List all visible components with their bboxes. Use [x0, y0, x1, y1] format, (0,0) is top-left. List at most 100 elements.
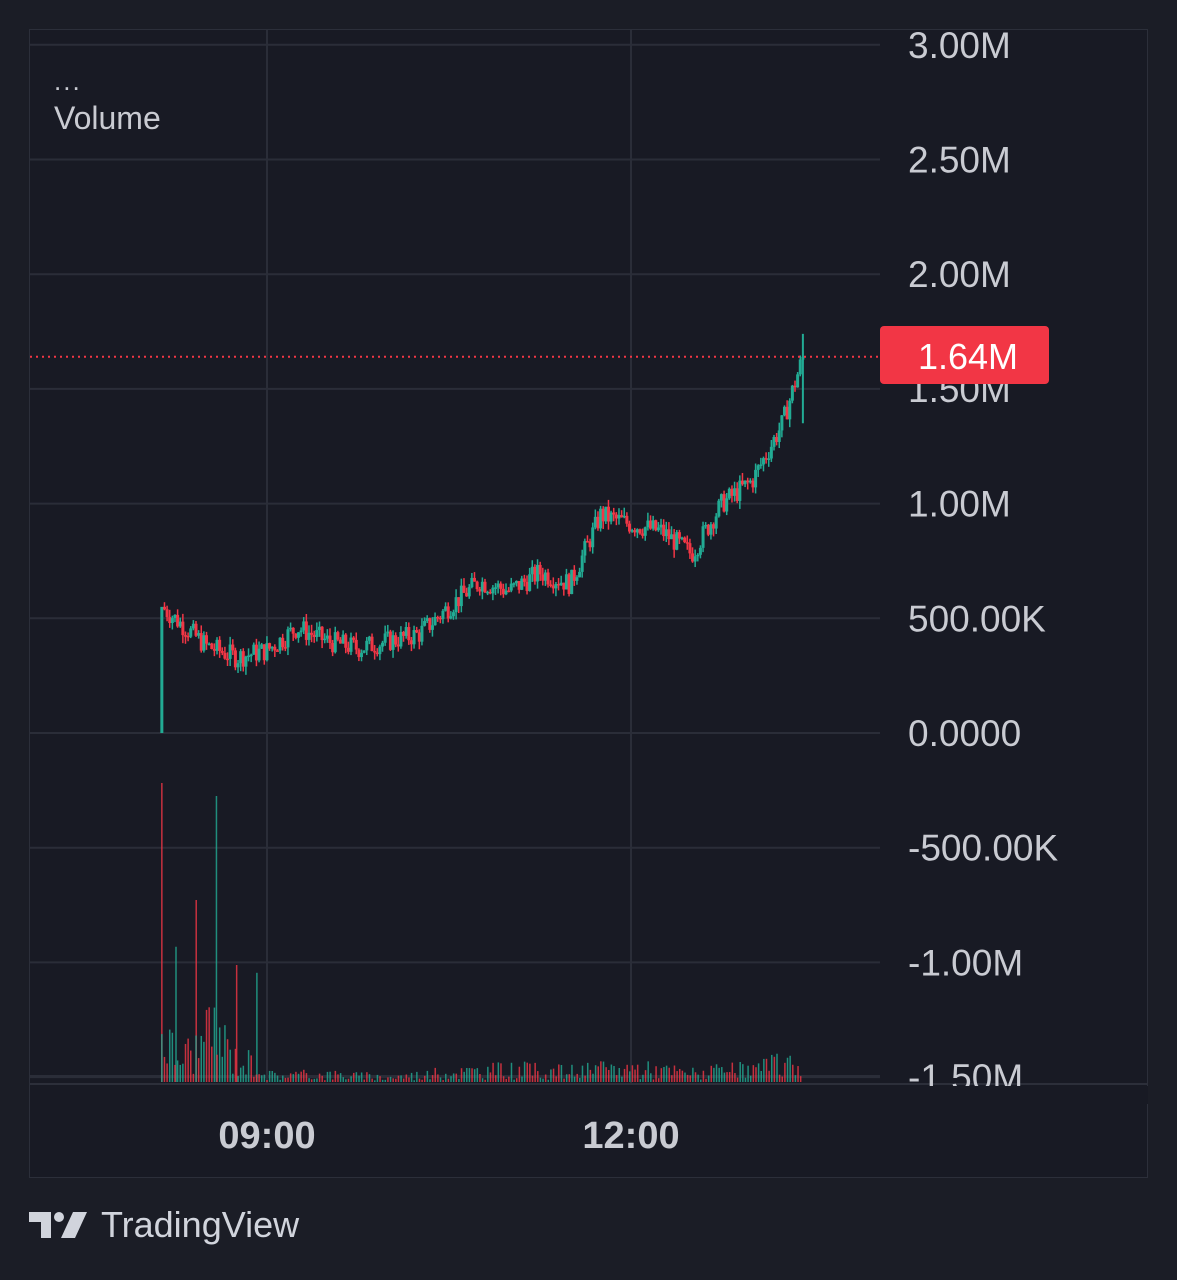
candle-body [304, 621, 308, 640]
candle-body [386, 631, 390, 634]
candle-body [444, 606, 448, 611]
candle-body [168, 617, 172, 624]
candle-body [396, 644, 400, 647]
candle-body [404, 627, 408, 636]
candle-body [341, 634, 345, 644]
candle-body [257, 648, 261, 661]
candle-body [320, 626, 324, 641]
candle-body [173, 614, 177, 619]
candle-body [754, 469, 758, 488]
candle-body [578, 571, 582, 578]
x-axis[interactable]: 09:00 12:00 [218, 1115, 679, 1157]
candle-body [649, 520, 653, 529]
candle-body [712, 524, 716, 529]
grid-lines [30, 30, 1148, 1085]
candle-body [388, 631, 392, 650]
candle-body [630, 530, 634, 532]
candle-body [633, 530, 637, 533]
candle-body [260, 644, 264, 649]
candle-body [423, 620, 427, 626]
candle-body [354, 639, 358, 650]
y-axis-tick-label: 1.00M [908, 484, 1011, 525]
candle-body [194, 623, 198, 636]
candle-body [709, 524, 713, 535]
candle-body [672, 534, 676, 550]
candle-body [299, 630, 303, 633]
candle-body [617, 515, 621, 519]
tradingview-branding[interactable]: TradingView [29, 1204, 299, 1246]
candle-body [357, 649, 361, 658]
candle-body [693, 556, 697, 562]
candle-body [349, 637, 353, 652]
candle-body [333, 632, 337, 653]
candle-body [436, 616, 440, 619]
candle-body [328, 635, 332, 643]
candle-body [375, 652, 379, 655]
y-axis-tick-label: 2.50M [908, 140, 1011, 181]
candle-body [651, 520, 655, 529]
candle-body [402, 631, 406, 636]
candle-body [706, 524, 710, 535]
candle-body [478, 589, 482, 592]
candle-body [454, 597, 458, 613]
candle-body [604, 506, 608, 522]
price-label-background [880, 326, 1049, 384]
candle-body [525, 581, 529, 591]
candle-body [662, 524, 666, 537]
candle-body [554, 583, 558, 589]
candle-body [530, 566, 534, 575]
candle-body [391, 635, 395, 650]
candle-body [281, 637, 285, 648]
candle-body [202, 635, 206, 651]
candle-body [370, 636, 374, 652]
candle-body [178, 621, 182, 627]
candle-body [254, 644, 258, 661]
candle-body [541, 574, 545, 581]
candle-body [575, 577, 579, 581]
candle-body [430, 625, 434, 630]
candle-body [465, 592, 469, 597]
candle-body [667, 529, 671, 540]
candle-body [635, 529, 639, 533]
candle-body [520, 578, 524, 590]
candle-body [262, 644, 266, 661]
candle-body [409, 640, 413, 645]
candle-body [719, 494, 723, 501]
candle-body [176, 614, 180, 627]
y-axis-tick-label: 0.0000 [908, 713, 1021, 754]
candle-body [688, 543, 692, 554]
y-axis[interactable]: 3.00M2.50M2.00M1.50M1.00M500.00K0.0000-5… [880, 25, 1148, 1104]
y-axis-clip [880, 1086, 1148, 1104]
legend-menu-icon[interactable]: ... [54, 66, 82, 96]
candle-body [231, 644, 235, 651]
candle-body [449, 616, 453, 619]
price-label-text: 1.64M [918, 336, 1018, 377]
candle-body [462, 585, 466, 593]
candle-body [480, 581, 484, 592]
candle-body [470, 577, 474, 588]
candle-body [612, 512, 616, 515]
candle-body [346, 647, 350, 652]
candle-body [312, 634, 316, 637]
x-axis-tick-label: 12:00 [582, 1115, 679, 1157]
y-axis-tick-label: -500.00K [908, 828, 1058, 869]
candle-body [798, 359, 802, 375]
candle-body [656, 527, 660, 531]
candle-body [338, 639, 342, 644]
candle-body [596, 516, 600, 529]
candle-body [767, 458, 771, 460]
candle-body [701, 526, 705, 548]
candle-body [793, 385, 797, 388]
candle-body [331, 642, 335, 653]
candle-body [212, 648, 216, 651]
candle-body [756, 465, 760, 470]
candle-body [352, 637, 356, 640]
candle-body [183, 635, 187, 637]
candle-body [223, 652, 227, 659]
candle-body [278, 637, 282, 651]
candle-body [488, 591, 492, 594]
candle-body [748, 480, 752, 483]
candle-body [491, 587, 495, 594]
candle-body [509, 583, 513, 591]
